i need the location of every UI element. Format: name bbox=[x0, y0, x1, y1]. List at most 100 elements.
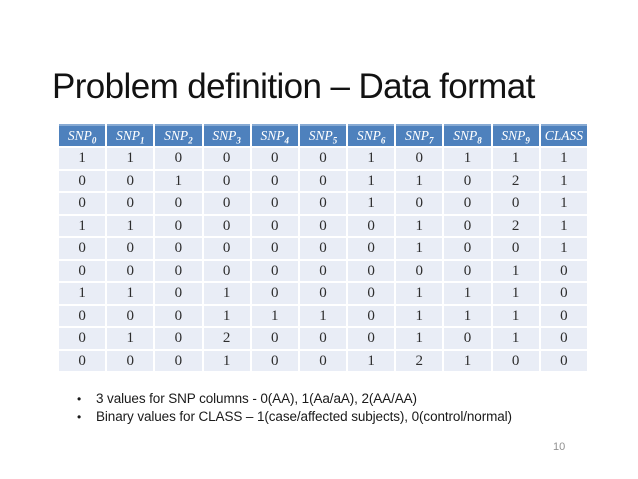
table-cell: 1 bbox=[155, 170, 202, 191]
table-cell: 0 bbox=[444, 328, 491, 349]
column-header-snp0: SNP0 bbox=[59, 124, 106, 146]
table-cell: 1 bbox=[444, 350, 491, 371]
table-cell: 0 bbox=[155, 328, 202, 349]
table-cell: 0 bbox=[59, 170, 106, 191]
table-cell: 0 bbox=[251, 238, 298, 259]
table-cell: 0 bbox=[155, 260, 202, 281]
table-cell: 1 bbox=[396, 283, 443, 304]
table-cell: 0 bbox=[444, 260, 491, 281]
table-cell: 0 bbox=[203, 238, 250, 259]
table-cell: 1 bbox=[348, 193, 395, 214]
table-cell: 0 bbox=[251, 283, 298, 304]
table-cell: 1 bbox=[348, 170, 395, 191]
table-cell: 0 bbox=[203, 148, 250, 169]
column-header-snp9: SNP9 bbox=[492, 124, 539, 146]
snp-data-table: SNP0 SNP1 SNP2 SNP3 SNP4 SNP5 SNP6 SNP7 SNP8 SNP9… bbox=[57, 122, 589, 373]
note-text-class-values: Binary values for CLASS – 1(case/affecte… bbox=[96, 409, 512, 424]
table-cell: 1 bbox=[251, 305, 298, 326]
table-cell: 0 bbox=[203, 170, 250, 191]
table-cell: 1 bbox=[444, 305, 491, 326]
table-cell: 0 bbox=[396, 193, 443, 214]
table-cell: 1 bbox=[492, 148, 539, 169]
table-cell: 0 bbox=[155, 305, 202, 326]
table-cell: 1 bbox=[59, 215, 106, 236]
table-cell: 0 bbox=[155, 193, 202, 214]
table-cell: 1 bbox=[540, 215, 587, 236]
table-cell: 0 bbox=[155, 238, 202, 259]
table-cell: 0 bbox=[444, 215, 491, 236]
column-header-snp6: SNP6 bbox=[348, 124, 395, 146]
table-cell: 0 bbox=[155, 215, 202, 236]
table-cell: 1 bbox=[203, 283, 250, 304]
table-cell: 0 bbox=[348, 328, 395, 349]
table-cell: 1 bbox=[107, 283, 154, 304]
table-cell: 1 bbox=[59, 283, 106, 304]
table-header: SNP0 SNP1 SNP2 SNP3 SNP4 SNP5 SNP6 SNP7 SNP8 SNP9… bbox=[59, 124, 587, 146]
table-cell: 1 bbox=[396, 328, 443, 349]
table-cell: 0 bbox=[59, 328, 106, 349]
table-cell: 2 bbox=[203, 328, 250, 349]
table-cell: 0 bbox=[492, 350, 539, 371]
table-cell: 1 bbox=[492, 283, 539, 304]
table-cell: 2 bbox=[492, 170, 539, 191]
table-cell: 0 bbox=[348, 283, 395, 304]
table-cell: 0 bbox=[251, 193, 298, 214]
table-cell: 1 bbox=[396, 170, 443, 191]
table-cell: 1 bbox=[540, 170, 587, 191]
column-header-snp8: SNP8 bbox=[444, 124, 491, 146]
table-cell: 1 bbox=[396, 305, 443, 326]
table-header-row: SNP0 SNP1 SNP2 SNP3 SNP4 SNP5 SNP6 SNP7 SNP8 SNP9… bbox=[59, 124, 587, 146]
bullet-icon bbox=[77, 408, 96, 426]
table-cell: 0 bbox=[299, 328, 347, 349]
table-cell: 0 bbox=[299, 215, 347, 236]
table-cell: 0 bbox=[155, 283, 202, 304]
bullet-icon bbox=[77, 390, 96, 408]
table-cell: 0 bbox=[299, 283, 347, 304]
table-cell: 0 bbox=[155, 148, 202, 169]
column-header-snp3: SNP3 bbox=[203, 124, 250, 146]
table-cell: 0 bbox=[251, 350, 298, 371]
table-cell: 0 bbox=[155, 350, 202, 371]
table-cell: 1 bbox=[107, 328, 154, 349]
table-cell: 2 bbox=[396, 350, 443, 371]
table-cell: 1 bbox=[299, 305, 347, 326]
table-cell: 0 bbox=[299, 170, 347, 191]
table-cell: 0 bbox=[444, 193, 491, 214]
table-cell: 0 bbox=[203, 193, 250, 214]
table-cell: 0 bbox=[299, 350, 347, 371]
table-cell: 0 bbox=[348, 238, 395, 259]
table-cell: 1 bbox=[444, 148, 491, 169]
column-header-snp5: SNP5 bbox=[299, 124, 347, 146]
table-cell: 0 bbox=[396, 260, 443, 281]
table-cell: 0 bbox=[203, 215, 250, 236]
table-cell: 0 bbox=[107, 260, 154, 281]
table-cell: 2 bbox=[492, 215, 539, 236]
table-cell: 0 bbox=[299, 193, 347, 214]
table-cell: 0 bbox=[396, 148, 443, 169]
list-item: 3 values for SNP columns - 0(AA), 1(Aa/a… bbox=[77, 390, 512, 408]
table-cell: 0 bbox=[348, 305, 395, 326]
table-cell: 1 bbox=[396, 215, 443, 236]
table-cell: 1 bbox=[444, 283, 491, 304]
table-cell: 0 bbox=[107, 238, 154, 259]
table-cell: 0 bbox=[59, 260, 106, 281]
column-header-snp7: SNP7 bbox=[396, 124, 443, 146]
table-cell: 0 bbox=[540, 328, 587, 349]
table-cell: 0 bbox=[251, 215, 298, 236]
table-cell: 0 bbox=[59, 350, 106, 371]
table-cell: 0 bbox=[299, 238, 347, 259]
table-cell: 0 bbox=[540, 283, 587, 304]
table-cell: 0 bbox=[348, 260, 395, 281]
table-cell: 1 bbox=[396, 238, 443, 259]
table-cell: 1 bbox=[348, 350, 395, 371]
